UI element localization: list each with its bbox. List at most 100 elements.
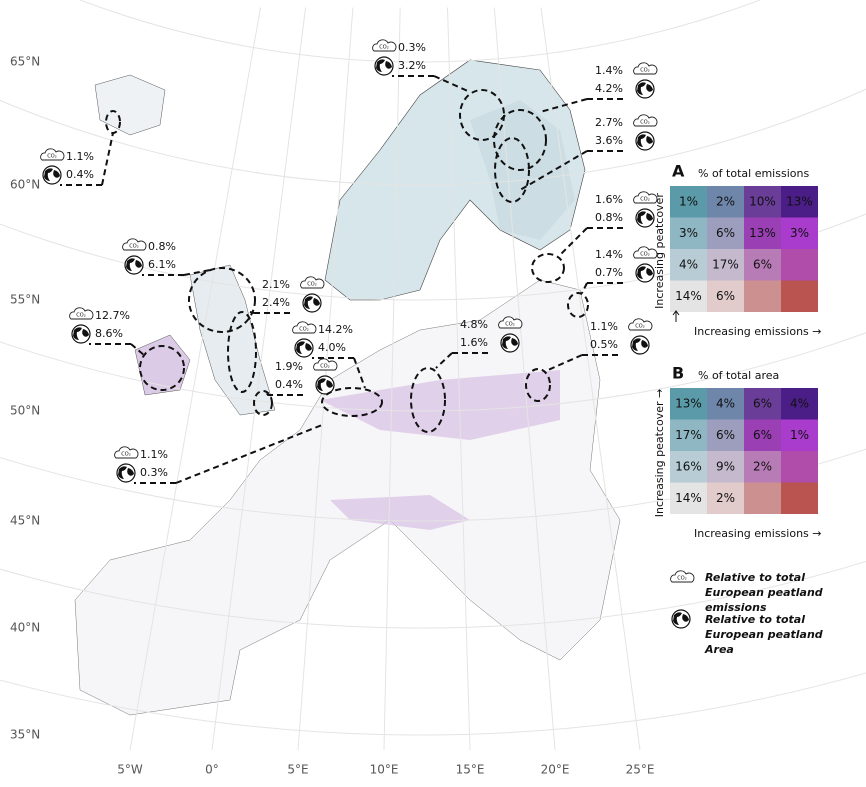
co2-icon-text: CO₂ (640, 68, 649, 74)
leader-line (519, 150, 625, 191)
emissions-share: 1.6% (595, 193, 623, 206)
co2-icon (633, 62, 658, 75)
legend-cell (670, 388, 707, 420)
legend-y-label: Increasing peatcover → (653, 389, 666, 517)
globe-land (73, 327, 89, 340)
lon-label: 10°E (370, 763, 399, 777)
co2-icon-text: CO₂ (640, 120, 649, 126)
legend-cell (781, 280, 818, 312)
lat-label: 45°N (10, 514, 40, 528)
legend-cell-value: 3% (790, 226, 809, 240)
legend-cell-value: 6% (753, 428, 772, 442)
legend-cell (781, 419, 818, 451)
globe-land (673, 612, 689, 625)
emissions-share: 1.1% (140, 448, 168, 461)
parallel (0, 560, 866, 629)
co2-icon (313, 358, 338, 371)
legend-cell (744, 388, 781, 420)
globe-land (637, 82, 653, 95)
legend-cell-value: 1% (790, 428, 809, 442)
leader-line (142, 269, 211, 276)
legend-cell (781, 217, 818, 249)
globe-land (637, 211, 653, 224)
region-circle (493, 109, 547, 171)
area-share: 4.2% (595, 82, 623, 95)
region-circle (531, 253, 565, 283)
emissions-share: 2.7% (595, 116, 623, 129)
legend-cell (781, 388, 818, 420)
co2-icon (498, 316, 523, 329)
region-circle (227, 311, 257, 393)
meridian (447, 7, 471, 751)
globe-land (632, 338, 648, 351)
co2-icon (292, 321, 317, 334)
legend-cell (707, 482, 744, 514)
globe-land (304, 296, 320, 309)
legend-cell-value: 6% (753, 257, 772, 271)
legend-cell (670, 217, 707, 249)
co2-icon (633, 246, 658, 259)
globe-land (637, 134, 653, 147)
legend-cell-value: 1% (679, 194, 698, 208)
area-share: 0.8% (595, 211, 623, 224)
lon-label: 15°E (456, 763, 485, 777)
legend-cell-value: 2% (716, 194, 735, 208)
legend-cell-value: 17% (675, 428, 702, 442)
co2-icon-text: CO₂ (640, 197, 649, 203)
co2-icon-text: CO₂ (47, 154, 56, 160)
parallel (0, 672, 866, 736)
co2-icon-text: CO₂ (299, 327, 308, 333)
leader-line (581, 282, 625, 294)
area-share: 0.7% (595, 266, 623, 279)
legend-cell (744, 186, 781, 218)
legend-x-label: Increasing emissions → (694, 325, 822, 338)
leader-line (312, 357, 366, 389)
emissions-share: 1.9% (275, 360, 303, 373)
area-share: 3.2% (398, 59, 426, 72)
legend-cell (781, 249, 818, 281)
lat-label: 50°N (10, 404, 40, 418)
co2-icon (633, 191, 658, 204)
co2-icon (628, 318, 653, 331)
meridian (211, 7, 307, 751)
legend-cell (707, 217, 744, 249)
legend-cell (707, 419, 744, 451)
emissions-share: 1.1% (590, 320, 618, 333)
globe-land (118, 466, 134, 479)
leader-line (547, 354, 620, 371)
emissions-share: 2.1% (262, 278, 290, 291)
emissions-share: 4.8% (460, 318, 488, 331)
legend-cell (670, 280, 707, 312)
co2-icon (122, 238, 147, 251)
parallel (0, 332, 866, 412)
co2-icon (633, 114, 658, 127)
globe-land (502, 336, 518, 349)
leader-line (89, 343, 146, 357)
leader-line (60, 132, 114, 186)
legend-cell (670, 451, 707, 483)
lat-label: 35°N (10, 728, 40, 742)
co2-icon-text: CO₂ (307, 282, 316, 288)
area-share: 0.3% (140, 466, 168, 479)
legend-cell-value: 13% (675, 396, 702, 410)
emissions-share: 1.1% (66, 150, 94, 163)
legend-cell (707, 280, 744, 312)
co2-icon (670, 570, 695, 583)
legend-cell (670, 249, 707, 281)
legend-cell-value: 13% (786, 194, 813, 208)
area-share: 0.4% (66, 168, 94, 181)
area-share: 0.4% (275, 378, 303, 391)
region-circle (253, 390, 273, 416)
legend-cell-value: 6% (716, 289, 735, 303)
legend-letter: A (672, 162, 685, 181)
area-share: 3.6% (595, 134, 623, 147)
parallel (0, 448, 866, 522)
globe-land (126, 258, 142, 271)
legend-cell-value: 6% (753, 396, 772, 410)
legend-cell-value: 2% (753, 459, 772, 473)
globe-land (296, 341, 312, 354)
leader-line (435, 352, 490, 369)
co2-icon (300, 276, 325, 289)
region-circle (410, 367, 446, 433)
